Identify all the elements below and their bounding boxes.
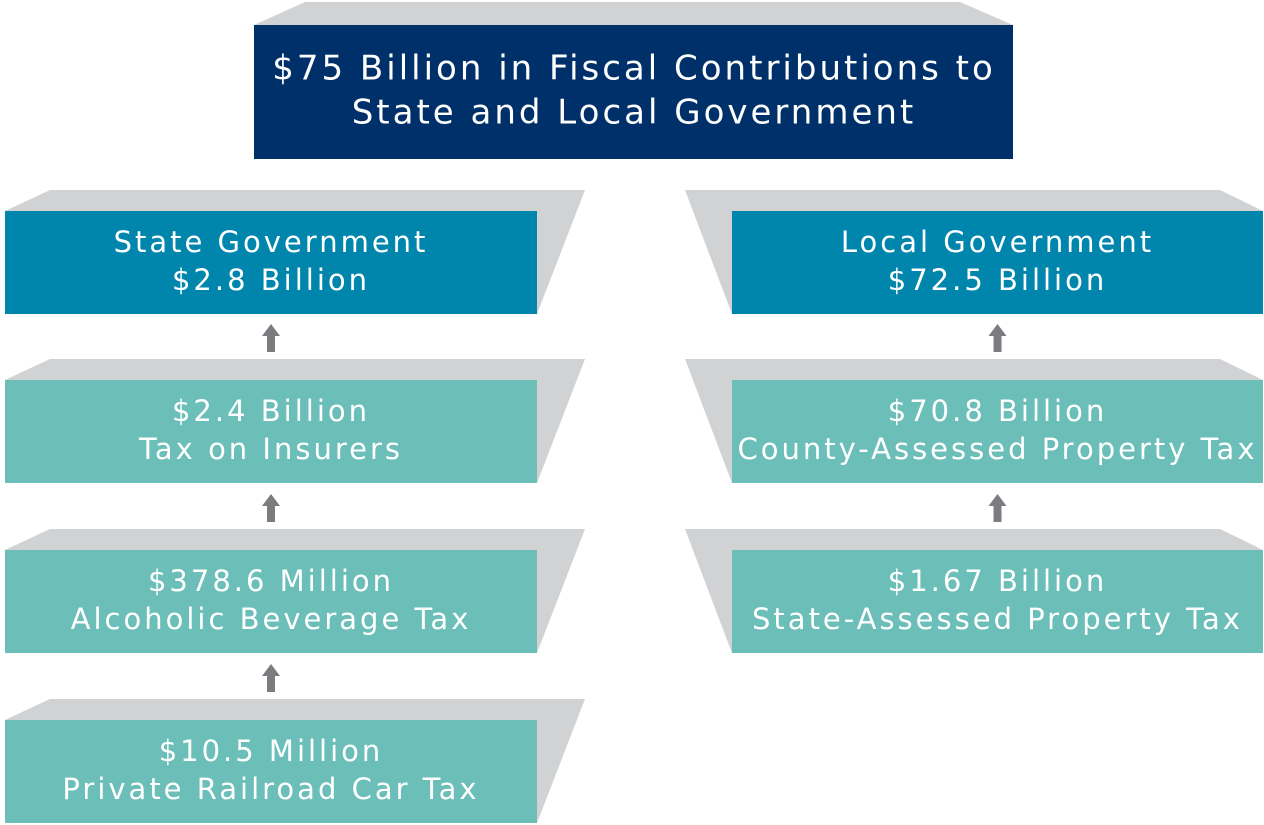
box-line: Local Government — [841, 225, 1154, 259]
header-line: State and Local Government — [352, 93, 917, 133]
box-line: $2.8 Billion — [172, 263, 370, 297]
box — [5, 211, 537, 314]
box — [5, 720, 537, 823]
arrow — [262, 664, 280, 692]
box-line: State Government — [114, 225, 429, 259]
box-line: $72.5 Billion — [888, 263, 1108, 297]
box-line: $378.6 Million — [148, 564, 394, 598]
header-shadow — [254, 2, 1013, 25]
header-box — [254, 25, 1013, 159]
box-line: Alcoholic Beverage Tax — [71, 602, 472, 636]
box — [5, 380, 537, 483]
box-line: $10.5 Million — [159, 734, 384, 768]
header-line: $75 Billion in Fiscal Contributions to — [272, 49, 996, 89]
box — [732, 380, 1263, 483]
box-line: $70.8 Billion — [888, 394, 1108, 428]
box-line: $1.67 Billion — [888, 564, 1108, 598]
box-line: Tax on Insurers — [138, 432, 403, 466]
boxes: State Government $2.8 Billion $2.4 Billion… — [5, 190, 1263, 823]
box — [732, 550, 1263, 653]
box-line: Private Railroad Car Tax — [62, 772, 479, 806]
box-line: $2.4 Billion — [172, 394, 370, 428]
box-line: State-Assessed Property Tax — [752, 602, 1243, 636]
arrow — [262, 494, 280, 522]
arrow — [988, 324, 1007, 352]
arrow — [988, 494, 1007, 522]
box — [732, 211, 1263, 314]
box-line: County-Assessed Property Tax — [738, 432, 1258, 466]
box — [5, 550, 537, 653]
arrow — [262, 324, 280, 352]
